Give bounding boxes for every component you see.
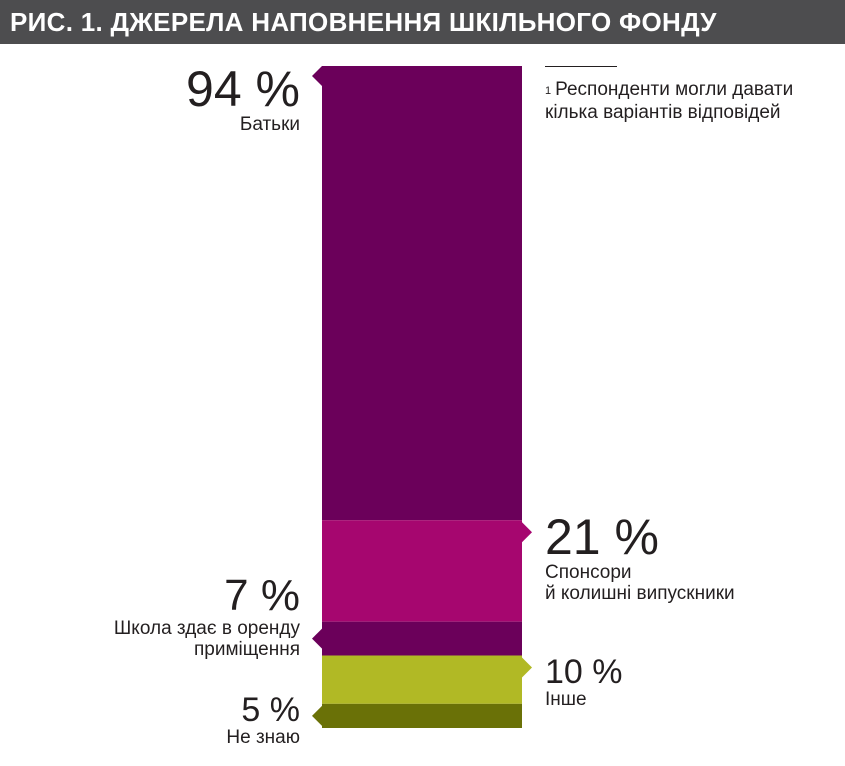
- footnote-text: Респонденти могли давати кілька варіанті…: [545, 79, 794, 123]
- segment-label-1: 94 % Батьки: [186, 64, 300, 135]
- bar-segment-4: [322, 655, 522, 704]
- value-label: 21 %: [545, 509, 659, 565]
- segment-label-2: 21 % Спонсори й колишні випускники: [545, 512, 735, 604]
- category-label: Батьки: [239, 114, 300, 135]
- segment-pointer-2: [522, 522, 532, 543]
- segment-pointer-5: [312, 705, 322, 726]
- value-label: 5 %: [241, 691, 300, 729]
- segment-pointer-1: [312, 66, 322, 86]
- segment-pointer-3: [312, 628, 322, 649]
- category-label: Не знаю: [226, 727, 300, 748]
- bar-segment-5: [322, 703, 522, 728]
- footnote-marker: 1: [545, 85, 552, 97]
- figure-title: РИС. 1. ДЖЕРЕЛА НАПОВНЕННЯ ШКІЛЬНОГО ФОН…: [10, 7, 717, 37]
- title-bar: РИС. 1. ДЖЕРЕЛА НАПОВНЕННЯ ШКІЛЬНОГО ФОН…: [0, 0, 845, 44]
- category-label: Спонсори й колишні випускники: [545, 562, 735, 604]
- segment-label-5: 5 % Не знаю: [226, 693, 300, 748]
- segment-label-4: 10 % Інше: [545, 655, 623, 710]
- footnote: 1 Респонденти могли давати кілька варіант…: [545, 78, 835, 124]
- bar-segment-2: [322, 520, 522, 622]
- segment-pointer-4: [522, 657, 532, 678]
- value-label: 7 %: [224, 571, 300, 620]
- category-label: Школа здає в оренду приміщення: [113, 618, 300, 660]
- category-label: Інше: [545, 689, 587, 710]
- value-label: 10 %: [545, 653, 623, 691]
- bar-segment-1: [322, 66, 522, 521]
- bar-segment-3: [322, 621, 522, 656]
- value-label: 94 %: [186, 61, 300, 117]
- footnote-divider: [545, 66, 617, 67]
- segment-label-3: 7 % Школа здає в оренду приміщення: [113, 571, 300, 661]
